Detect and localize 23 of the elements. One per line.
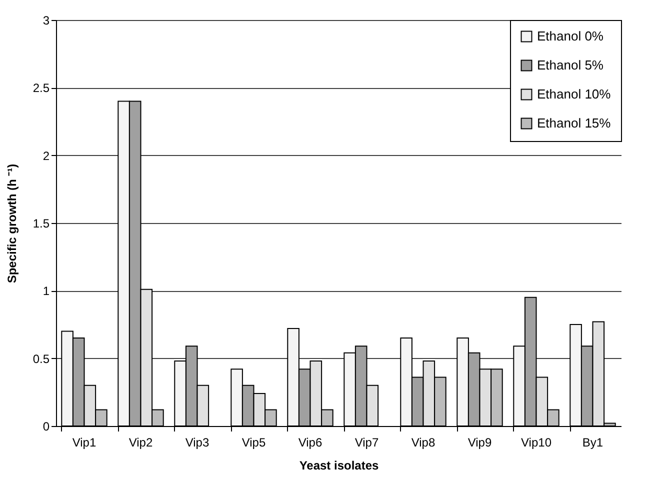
x-axis-title: Yeast isolates [299, 458, 380, 472]
y-tick-label: 1.5 [32, 216, 50, 230]
x-tick-label: Vip7 [354, 436, 379, 450]
legend-label: Ethanol 5% [537, 58, 604, 72]
y-tick-label: 2 [42, 148, 50, 163]
x-tick-label: Vip1 [72, 436, 96, 450]
x-tick-label: Vip10 [521, 436, 552, 450]
x-tick-label: Vip9 [468, 436, 492, 450]
y-tick-label: 1 [42, 284, 50, 298]
legend-label: Ethanol 10% [537, 86, 612, 102]
y-tick-label: 0 [42, 420, 50, 434]
y-tick-label: 0.5 [32, 352, 50, 366]
x-tick-label: Vip3 [185, 436, 210, 450]
x-tick-label: Vip6 [298, 436, 322, 450]
legend-label: Ethanol 15% [537, 116, 612, 130]
x-tick-label: By1 [582, 436, 604, 450]
y-axis-title: Specific growth (h ⁻¹) [4, 164, 19, 284]
x-tick-label: Vip2 [128, 436, 153, 450]
y-tick-label: 2.5 [32, 81, 50, 96]
x-tick-label: Vip8 [411, 436, 436, 450]
y-tick-label: 3 [42, 14, 50, 28]
x-tick-label: Vip5 [242, 436, 266, 450]
legend-label: Ethanol 0% [537, 28, 604, 44]
